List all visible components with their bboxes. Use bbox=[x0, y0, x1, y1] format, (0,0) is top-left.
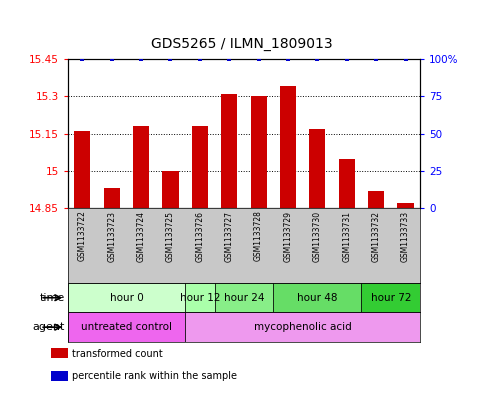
Point bbox=[78, 56, 86, 62]
Text: GSM1133727: GSM1133727 bbox=[225, 211, 234, 261]
Text: agent: agent bbox=[33, 322, 65, 332]
Point bbox=[137, 56, 145, 62]
Point bbox=[255, 56, 262, 62]
Bar bbox=[251, 96, 267, 208]
Point bbox=[402, 56, 410, 62]
Bar bbox=[74, 131, 90, 208]
Text: hour 72: hour 72 bbox=[370, 293, 411, 303]
Point bbox=[226, 56, 233, 62]
Text: GSM1133733: GSM1133733 bbox=[401, 211, 410, 262]
Bar bbox=[368, 191, 384, 208]
Bar bbox=[214, 283, 273, 312]
Bar bbox=[133, 126, 149, 208]
Text: untreated control: untreated control bbox=[81, 322, 172, 332]
Bar bbox=[68, 312, 185, 342]
Text: hour 0: hour 0 bbox=[110, 293, 143, 303]
Text: GSM1133732: GSM1133732 bbox=[371, 211, 381, 261]
Text: GSM1133726: GSM1133726 bbox=[195, 211, 204, 261]
Bar bbox=[104, 188, 120, 208]
Text: mycophenolic acid: mycophenolic acid bbox=[254, 322, 352, 332]
Text: GDS5265 / ILMN_1809013: GDS5265 / ILMN_1809013 bbox=[151, 37, 332, 51]
Bar bbox=[51, 348, 68, 358]
Text: GSM1133724: GSM1133724 bbox=[137, 211, 145, 261]
Text: hour 12: hour 12 bbox=[180, 293, 220, 303]
Text: percentile rank within the sample: percentile rank within the sample bbox=[71, 371, 237, 382]
Text: GSM1133730: GSM1133730 bbox=[313, 211, 322, 262]
Bar bbox=[273, 283, 361, 312]
Text: hour 48: hour 48 bbox=[297, 293, 338, 303]
Bar bbox=[339, 158, 355, 208]
Point bbox=[313, 56, 321, 62]
Text: GSM1133729: GSM1133729 bbox=[284, 211, 293, 261]
Bar bbox=[185, 283, 214, 312]
Text: GSM1133728: GSM1133728 bbox=[254, 211, 263, 261]
Point bbox=[343, 56, 351, 62]
Point bbox=[167, 56, 174, 62]
Text: GSM1133731: GSM1133731 bbox=[342, 211, 351, 261]
Text: time: time bbox=[40, 293, 65, 303]
Bar bbox=[309, 129, 326, 208]
Text: GSM1133722: GSM1133722 bbox=[78, 211, 87, 261]
Point bbox=[372, 56, 380, 62]
Text: GSM1133725: GSM1133725 bbox=[166, 211, 175, 261]
Bar bbox=[51, 371, 68, 381]
Point bbox=[196, 56, 204, 62]
Bar bbox=[280, 86, 296, 208]
Point bbox=[284, 56, 292, 62]
Bar bbox=[162, 171, 179, 208]
Bar bbox=[398, 203, 413, 208]
Bar bbox=[185, 312, 420, 342]
Text: GSM1133723: GSM1133723 bbox=[107, 211, 116, 261]
Bar bbox=[192, 126, 208, 208]
Bar bbox=[221, 94, 237, 208]
Text: hour 24: hour 24 bbox=[224, 293, 264, 303]
Text: transformed count: transformed count bbox=[71, 349, 162, 359]
Bar bbox=[361, 283, 420, 312]
Point bbox=[108, 56, 115, 62]
Bar bbox=[68, 283, 185, 312]
